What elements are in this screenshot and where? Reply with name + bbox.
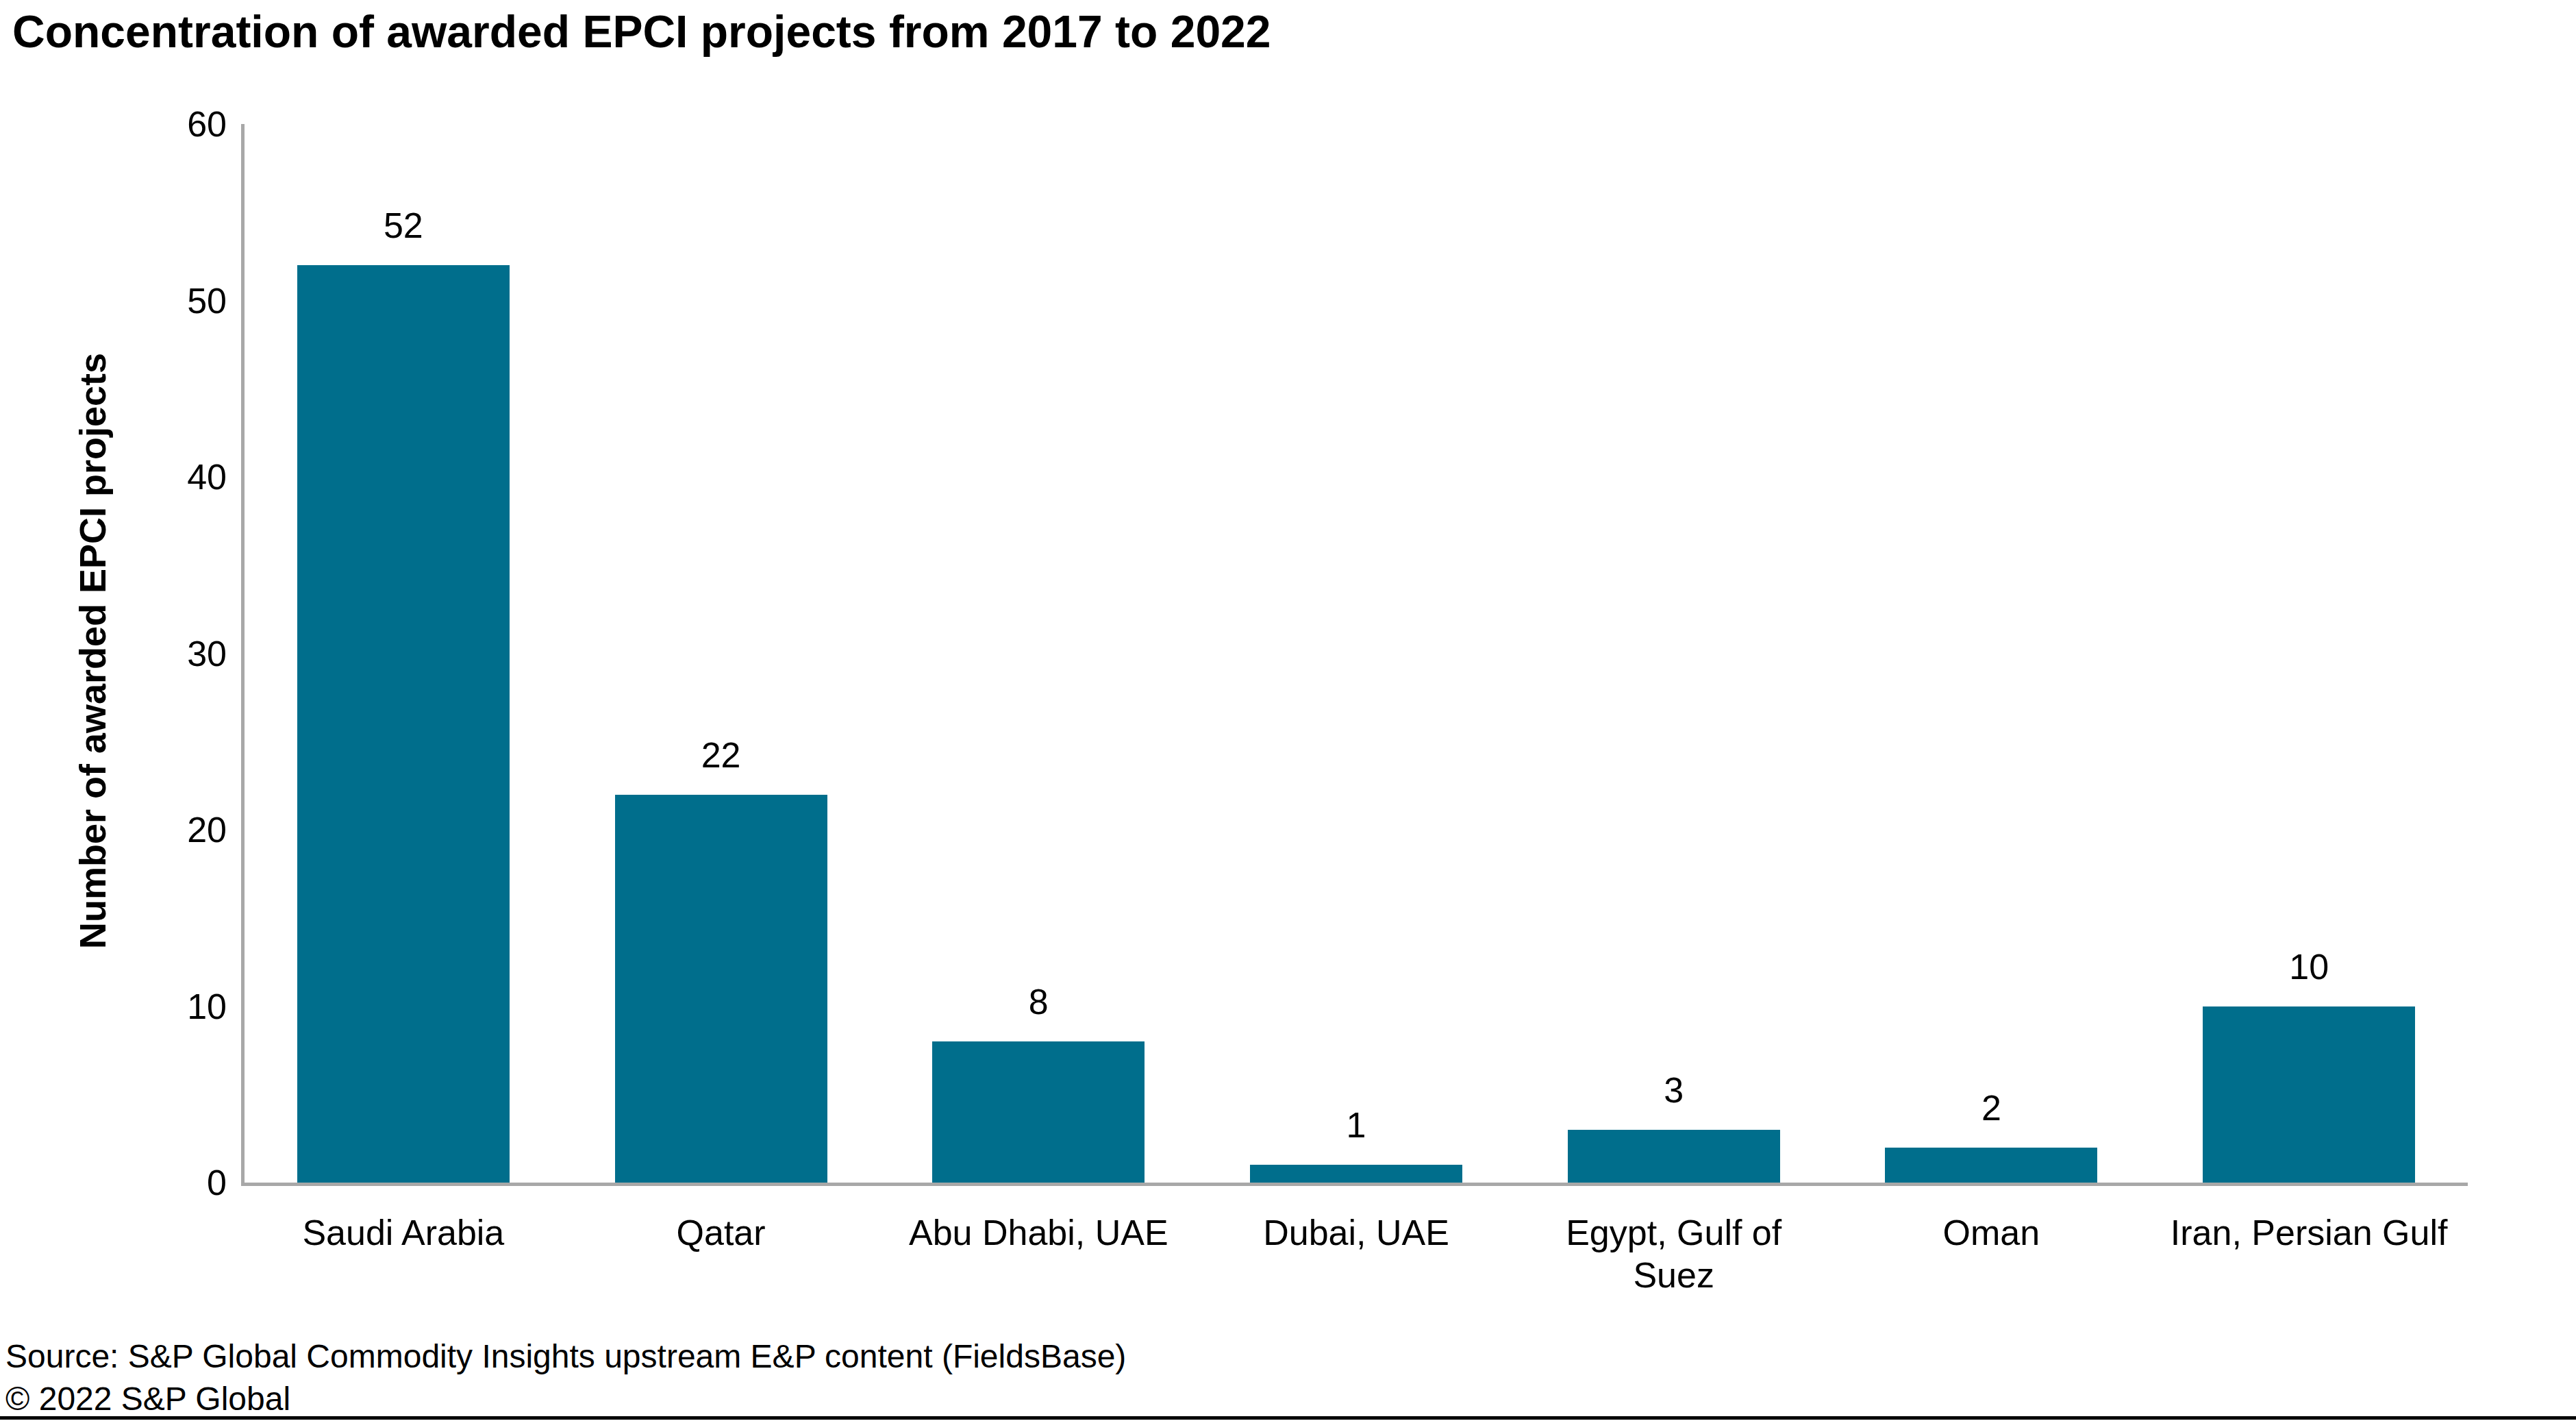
chart-figure: Concentration of awarded EPCI projects f… [0,0,2576,1421]
y-tick-label: 50 [187,280,227,322]
y-tick-label: 40 [187,456,227,498]
bar-value-label: 10 [2289,946,2329,987]
bar-value-label: 2 [1981,1087,2001,1128]
bar-value-label: 8 [1029,981,1049,1022]
bar-value-label: 1 [1347,1104,1366,1146]
bar-6 [1885,1148,2097,1183]
y-tick-label: 20 [187,808,227,851]
y-tick-label: 30 [187,632,227,675]
x-category-label: Iran, Persian Gulf [2090,1211,2528,1254]
bar-5 [1568,1130,1780,1183]
y-tick-label: 0 [207,1161,227,1204]
bar-7 [2203,1006,2415,1183]
bar-2 [615,795,827,1183]
y-tick-label: 10 [187,985,227,1028]
y-axis-title: Number of awarded EPCI projects [71,353,114,949]
y-tick-label: 60 [187,103,227,145]
chart-title: Concentration of awarded EPCI projects f… [12,5,1271,58]
copyright-note: © 2022 S&P Global [5,1380,290,1418]
bar-4 [1250,1165,1462,1183]
bottom-divider-line [0,1416,2576,1420]
bar-3 [932,1041,1145,1183]
plot-area: 52 22 8 1 3 2 10 [241,124,2468,1186]
bar-1 [297,265,510,1183]
source-note: Source: S&P Global Commodity Insights up… [5,1337,1126,1375]
bar-value-label: 3 [1664,1070,1684,1111]
bar-value-label: 52 [384,205,423,246]
bar-value-label: 22 [701,734,741,776]
